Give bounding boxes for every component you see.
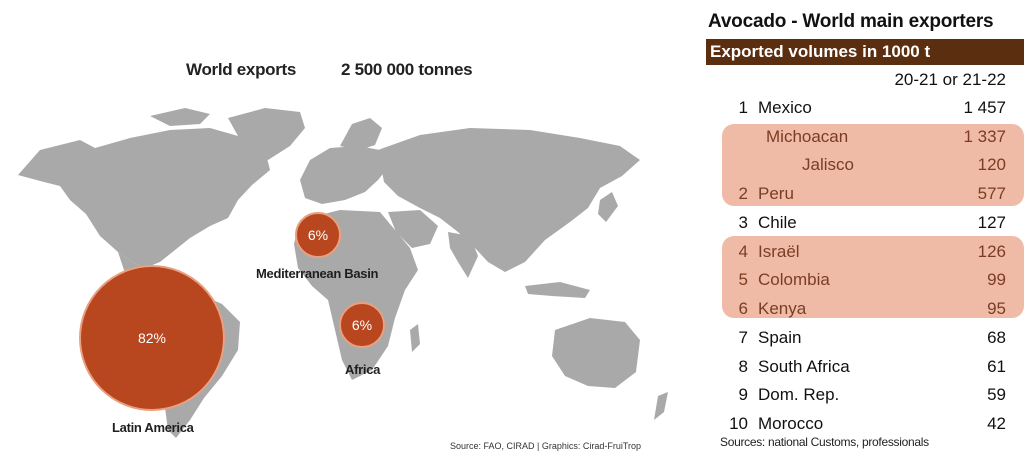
table-row: 1 Mexico 1 457: [706, 94, 1006, 122]
row-name: Michoacan: [766, 127, 849, 146]
row-rank: 6: [738, 299, 748, 318]
highlight-box-mexico-peru: [722, 124, 1024, 206]
map-arctic-islands: [150, 108, 210, 126]
row-name: Israël: [758, 242, 800, 261]
map-new-zealand: [654, 392, 668, 420]
row-rank: 5: [738, 270, 748, 289]
row-name: Kenya: [758, 299, 807, 318]
map-japan: [598, 192, 618, 222]
map-title-label: World exports: [186, 60, 297, 79]
highlight-box-israel-kenya: [722, 236, 1024, 318]
row-value: 59: [987, 385, 1006, 404]
table-row: 6 Kenya 95: [706, 295, 1006, 323]
row-value: 99: [987, 270, 1006, 289]
row-rank: 1: [738, 98, 748, 117]
table-row: Jalisco 120: [706, 151, 1006, 179]
row-name: Dom. Rep.: [758, 385, 840, 404]
row-value: 1 457: [963, 98, 1006, 117]
table-row: 8 South Africa 61: [706, 353, 1006, 381]
row-name: Peru: [758, 184, 794, 203]
row-rank: 2: [738, 184, 748, 203]
row-rank: 9: [738, 385, 748, 404]
row-name: Morocco: [758, 414, 824, 433]
map-greenland: [228, 108, 305, 160]
region-label-latin-america: Latin America: [112, 420, 194, 435]
bubble-label-africa: 6%: [351, 317, 373, 333]
map-australia: [552, 318, 640, 388]
bubble-mediterranean-basin: [295, 212, 341, 258]
region-label-mediterranean-basin: Mediterranean Basin: [256, 266, 379, 281]
row-name: Jalisco: [802, 155, 854, 174]
row-name: Chile: [758, 213, 797, 232]
table-row: 5 Colombia 99: [706, 266, 1006, 294]
row-value: 68: [987, 328, 1006, 347]
table-row: 10 Morocco 42: [706, 410, 1006, 438]
map-north-america: [18, 128, 270, 268]
bubble-label-mediterranean-basin: 6%: [307, 227, 329, 243]
row-value: 127: [977, 213, 1006, 232]
row-value: 120: [977, 155, 1006, 174]
row-rank: 10: [729, 414, 748, 433]
row-name: South Africa: [758, 357, 850, 376]
map-india: [448, 232, 478, 278]
bubble-latin-america: [79, 265, 225, 411]
row-rank: 8: [738, 357, 748, 376]
table-column-header: 20-21 or 21-22: [894, 70, 1006, 89]
map-europe: [300, 146, 390, 204]
table-row: 3 Chile 127: [706, 209, 1006, 237]
map-asia: [378, 128, 640, 272]
map-madagascar: [410, 324, 420, 352]
row-value: 126: [977, 242, 1006, 261]
map-middle-east: [388, 210, 438, 248]
table-row: 4 Israël 126: [706, 238, 1006, 266]
table-row: 2 Peru 577: [706, 180, 1006, 208]
row-name: Colombia: [758, 270, 830, 289]
map-title-value: 2 500 000 tonnes: [341, 60, 473, 79]
row-name: Mexico: [758, 98, 812, 117]
row-value: 61: [987, 357, 1006, 376]
row-rank: 7: [738, 328, 748, 347]
table-row: Michoacan 1 337: [706, 123, 1006, 151]
region-label-africa: Africa: [345, 362, 381, 377]
table-title: Avocado - World main exporters: [708, 11, 994, 32]
bubble-label-latin-america: 82%: [137, 330, 167, 346]
map-source: Source: FAO, CIRAD | Graphics: Cirad-Fru…: [450, 441, 642, 451]
table-source: Sources: national Customs, professionals: [720, 435, 929, 449]
table-row: 7 Spain 68: [706, 324, 1006, 352]
row-value: 95: [987, 299, 1006, 318]
map-indonesia: [525, 282, 590, 298]
table-row: 9 Dom. Rep. 59: [706, 381, 1006, 409]
row-value: 577: [977, 184, 1006, 203]
row-rank: 3: [738, 213, 748, 232]
row-value: 1 337: [963, 127, 1006, 146]
row-name: Spain: [758, 328, 802, 347]
map-scandinavia: [340, 118, 382, 150]
table-subtitle: Exported volumes in 1000 t: [706, 39, 1024, 65]
world-map: [18, 108, 668, 438]
bubble-africa: [339, 302, 385, 348]
row-rank: 4: [738, 242, 748, 261]
row-value: 42: [987, 414, 1006, 433]
